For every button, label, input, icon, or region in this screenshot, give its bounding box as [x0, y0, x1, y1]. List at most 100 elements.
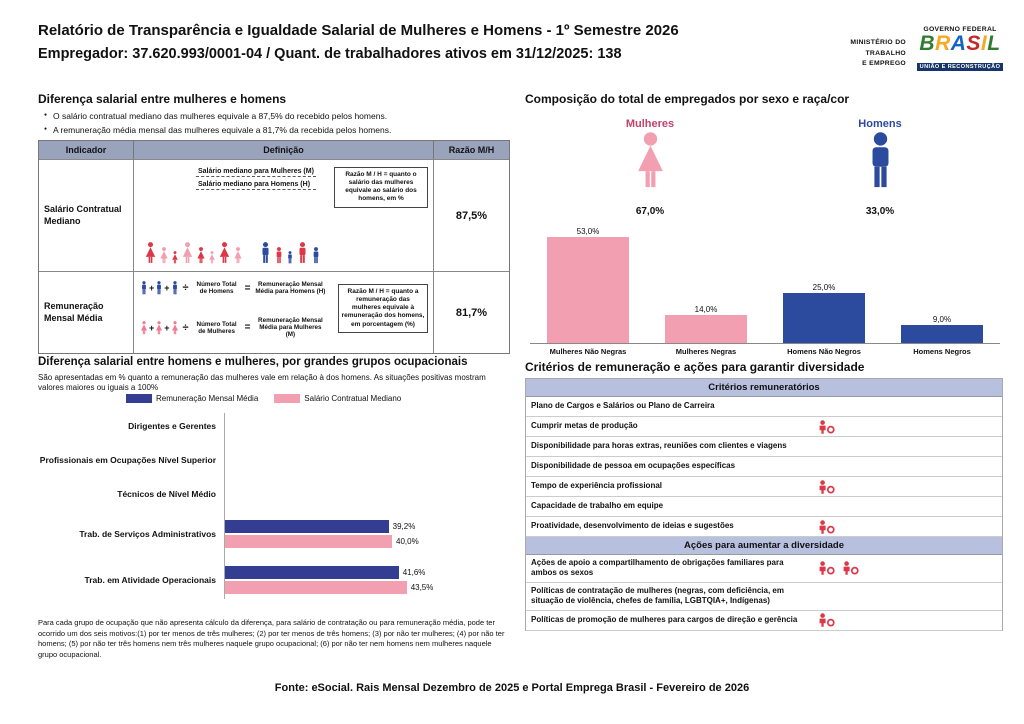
bar-value-label: 53,0%	[576, 227, 600, 236]
equals-sign: =	[244, 282, 251, 294]
brasil-logo: BRASIL	[919, 32, 1001, 55]
criterion-marker-icon	[819, 419, 835, 434]
label-men-total: Número Total de Homens	[196, 281, 237, 296]
legend-item-salario: Salário Contratual Mediano	[274, 394, 401, 403]
bars-area: 39,2% 40,0%	[224, 520, 510, 548]
women-sum-icon: + +	[140, 320, 179, 335]
column-header-indicador: Indicador	[39, 141, 134, 159]
bar-mulheres-negras	[665, 315, 747, 343]
criterion-label: Capacidade de trabalho em equipe	[531, 501, 664, 511]
hbar-series-0	[224, 566, 399, 579]
bar-value-label: 9,0%	[932, 315, 952, 324]
bar-mulheres-nao-negras	[547, 237, 629, 343]
criterion-marker-icon	[819, 519, 835, 534]
action-marks	[814, 613, 1002, 627]
category-label: Mulheres Não Negras	[549, 347, 627, 356]
men-figures-icon	[259, 242, 321, 264]
ministry-line: E EMPREGO	[862, 60, 906, 68]
plus-sign: +	[164, 322, 170, 333]
bullet-average-pay: A remuneração média mensal das mulheres …	[44, 125, 391, 135]
criteria-row: Proatividade, desenvolvimento de ideias …	[526, 517, 1002, 537]
person-icon	[171, 320, 178, 335]
person-icon	[637, 132, 663, 188]
person-icon	[209, 251, 215, 264]
man-figure-icon	[828, 132, 932, 195]
criteria-table: Critérios remuneratórios Plano de Cargos…	[525, 378, 1003, 631]
person-icon	[299, 242, 306, 263]
hbar-series-1	[224, 581, 407, 594]
category-label: Trab. em Atividade Operacionais	[84, 574, 216, 585]
gov-slogan: UNIÃO E RECONSTRUÇÃO	[916, 63, 1004, 72]
person-icon	[145, 242, 156, 263]
legend-swatch-navy	[126, 394, 152, 403]
criterion-label: Tempo de experiência profissional	[531, 481, 662, 491]
bar-value-label: 41,6%	[402, 568, 426, 577]
ratio-value-median: 87,5%	[455, 209, 488, 222]
person-icon	[141, 320, 147, 335]
gov-federal-logo: GOVERNO FEDERAL BRASIL UNIÃO E RECONSTRU…	[916, 26, 1004, 73]
formula-men: + + ÷ Número Total de Homens = Remuneraçã…	[140, 281, 326, 295]
person-icon	[160, 247, 168, 264]
criterion-marks	[814, 519, 1002, 534]
bar-value-label: 43,5%	[410, 583, 434, 592]
action-row: Políticas de promoção de mulheres para c…	[526, 611, 1002, 631]
legend-item-remuneracao: Remuneração Mensal Média	[126, 394, 258, 403]
ministry-line: MINISTÉRIO DO	[850, 39, 906, 46]
category-label: Técnicos de Nível Médio	[117, 488, 216, 499]
label-median-men: Salário mediano para Homens (H)	[196, 181, 316, 190]
composition-chart: 53,0% 14,0% 25,0% 9,0% Mulheres Não Negr…	[530, 226, 1000, 356]
criteria-row: Tempo de experiência profissional	[526, 477, 1002, 497]
hbar-series-0	[224, 520, 389, 533]
table-row-median-salary: Salário Contratual Mediano Salário media…	[39, 159, 509, 271]
criteria-row: Disponibilidade para horas extras, reuni…	[526, 437, 1002, 457]
section-title-pay-gap: Diferença salarial entre mulheres e home…	[38, 92, 287, 106]
plus-sign: +	[149, 283, 155, 294]
label-women-result: Remuneração Mensal Média para Mulheres (…	[258, 317, 323, 339]
chart-row-profissionais: Profissionais em Ocupações Nível Superio…	[38, 443, 510, 477]
occupational-footnote: Para cada grupo de ocupação que não apre…	[38, 618, 505, 659]
ministry-line: TRABALHO	[865, 49, 906, 57]
person-icon	[234, 247, 242, 264]
criteria-row: Capacidade de trabalho em equipe	[526, 497, 1002, 517]
section-title-occupational: Diferença salarial entre homens e mulher…	[38, 356, 468, 368]
men-sum-icon: + +	[140, 281, 179, 295]
person-icon	[182, 242, 193, 263]
chart-row-dirigentes: Dirigentes e Gerentes	[38, 409, 510, 443]
divide-sign: ÷	[182, 282, 189, 295]
ministry-logo: MINISTÉRIO DO TRABALHO E EMPREGO	[818, 38, 906, 70]
action-marks	[814, 561, 1002, 576]
person-icon	[313, 247, 319, 264]
person-icon	[219, 242, 230, 263]
criterion-label: Disponibilidade de pessoa em ocupações e…	[531, 461, 736, 471]
criterion-label: Proatividade, desenvolvimento de ideias …	[531, 521, 734, 531]
definition-diagram-median: Salário mediano para Mulheres (M) Salári…	[134, 160, 434, 271]
ratio-value-average: 81,7%	[455, 306, 488, 319]
label-women-total: Número Total de Mulheres	[196, 320, 237, 335]
plus-sign: +	[164, 283, 170, 294]
bar-homens-nao-negros	[783, 293, 865, 343]
men-percentage: 33,0%	[865, 206, 895, 217]
criteria-row: Plano de Cargos e Salários ou Plano de C…	[526, 397, 1002, 417]
criterion-label: Cumprir metas de produção	[531, 421, 638, 431]
occupational-note: São apresentadas em % quanto a remuneraç…	[38, 373, 486, 393]
legend-label: Remuneração Mensal Média	[156, 394, 259, 403]
person-icon	[172, 251, 178, 264]
indicator-table-header: Indicador Definição Razão M/H	[39, 141, 509, 159]
page-title: Relatório de Transparência e Igualdade S…	[38, 22, 679, 39]
action-label: Políticas de contratação de mulheres (ne…	[531, 585, 784, 606]
bar-value-label: 40,0%	[396, 537, 419, 546]
actions-header: Ações para aumentar a diversidade	[526, 537, 1002, 555]
hbar-line: 40,0%	[224, 535, 510, 548]
occupational-chart: Dirigentes e Gerentes Profissionais em O…	[38, 409, 510, 603]
gov-federal-label: GOVERNO FEDERAL	[923, 26, 997, 33]
formula-women: + + ÷ Número Total de Mulheres = Remunera…	[140, 317, 326, 339]
bar-value-label: 14,0%	[694, 305, 718, 314]
category-label: Profissionais em Ocupações Nível Superio…	[39, 454, 216, 465]
criterion-marker-icon	[819, 561, 835, 576]
hbar-line: 43,5%	[224, 581, 510, 594]
person-icon	[197, 247, 205, 264]
category-label: Mulheres Negras	[675, 347, 737, 356]
page-subtitle: Empregador: 37.620.993/0001-04 / Quant. …	[38, 46, 622, 62]
category-label: Homens Não Negros	[787, 347, 861, 356]
